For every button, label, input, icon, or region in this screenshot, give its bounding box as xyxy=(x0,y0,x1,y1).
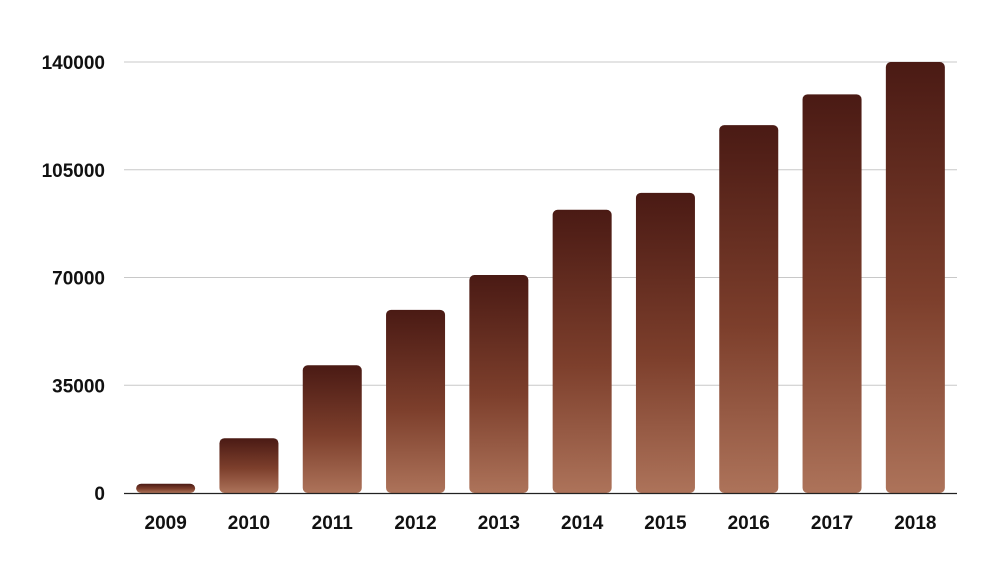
x-tick-label: 2015 xyxy=(644,513,687,534)
bar-2018 xyxy=(885,62,945,493)
bar-2016 xyxy=(719,125,779,493)
x-tick-label: 2014 xyxy=(561,513,604,534)
bars xyxy=(136,62,945,493)
x-tick-label: 2010 xyxy=(228,513,270,534)
x-tick-label: 2013 xyxy=(478,513,520,534)
bar-2014 xyxy=(552,209,612,493)
x-axis-tick-labels: 2009 2010 2011 2012 2013 2014 2015 2016 2017 2018 xyxy=(145,513,937,534)
bar-2015 xyxy=(635,192,695,493)
x-tick-label: 2011 xyxy=(312,513,354,534)
y-tick-label: 70000 xyxy=(52,269,105,290)
x-tick-label: 2009 xyxy=(145,513,187,534)
x-tick-label: 2016 xyxy=(728,513,770,534)
x-tick-label: 2012 xyxy=(394,513,436,534)
bar-2013 xyxy=(469,275,529,493)
bar-2012 xyxy=(386,309,446,493)
x-tick-label: 2017 xyxy=(811,513,853,534)
bar-2017 xyxy=(802,94,862,493)
y-tick-label: 0 xyxy=(94,484,105,505)
y-tick-label: 35000 xyxy=(52,376,105,397)
x-tick-label: 2018 xyxy=(894,513,936,534)
y-tick-label: 105000 xyxy=(42,161,105,182)
bar-2011 xyxy=(302,365,362,493)
y-tick-label: 140000 xyxy=(42,53,105,74)
y-axis-tick-labels: 0 35000 70000 105000 140000 xyxy=(42,53,105,505)
bar-2009 xyxy=(136,483,196,493)
bar-2010 xyxy=(219,438,279,493)
